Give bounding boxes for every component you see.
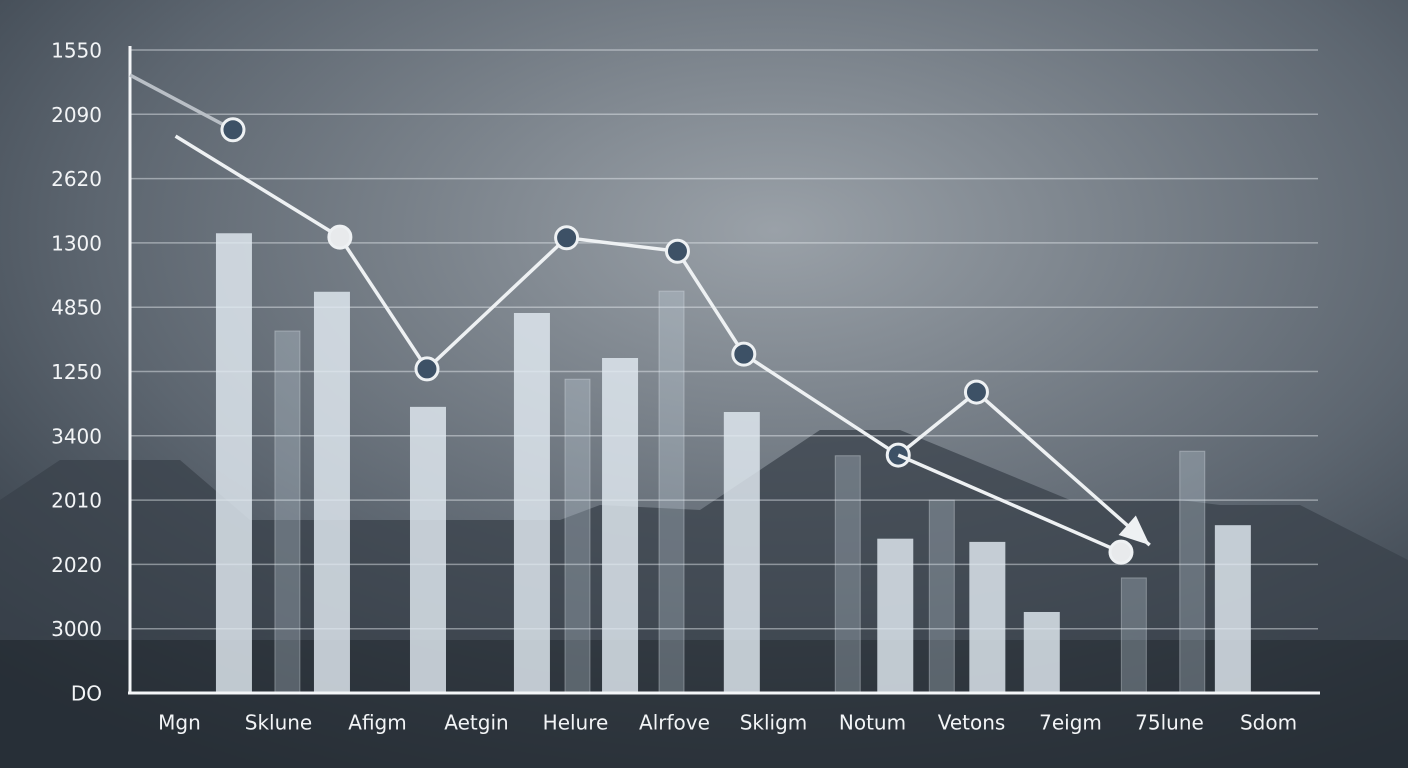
x-tick-label: Sklune [245,711,313,735]
x-tick-label: Mgn [158,711,201,735]
bar [723,412,760,693]
marker [664,238,690,264]
y-tick-label: 2090 [51,103,102,127]
y-tick-label: 3000 [51,617,102,641]
x-tick-label: Vetons [938,711,1006,735]
bar [1214,525,1251,693]
y-tick-label: DO [71,682,102,706]
bar [928,499,955,694]
bar [834,455,861,694]
bar [513,312,550,693]
y-tick-label: 1250 [51,360,102,384]
y-tick-label: 2010 [51,489,102,513]
marker [731,341,757,367]
bar [564,378,591,694]
y-tick-label: 2620 [51,167,102,191]
x-tick-label: Skligm [740,711,808,735]
bar [313,291,350,693]
marker [963,379,989,405]
bar [215,233,252,693]
x-tick-label: Helure [543,711,609,735]
y-tick-label: 4850 [51,296,102,320]
marker [220,117,246,143]
marker [327,224,353,250]
bar [1120,577,1147,694]
marker [554,225,580,251]
line [129,73,234,132]
line [897,453,1122,554]
bar [969,541,1006,693]
y-tick-label: 2020 [51,553,102,577]
y-tick-label: 3400 [51,424,102,448]
x-tick-label: 75lune [1135,711,1204,735]
bar [602,357,639,693]
bar [877,538,914,693]
bar [409,406,446,693]
bar [658,290,685,694]
marker [414,356,440,382]
x-tick-label: Aetgin [444,711,508,735]
bar [274,330,301,694]
x-tick-label: Sdom [1240,711,1297,735]
axes [128,46,1320,695]
x-tick-label: Afigm [348,711,406,735]
arrow-head [1118,515,1150,546]
x-tick-label: Notum [839,711,906,735]
marker [1108,539,1134,565]
x-tick-label: Alrfove [639,711,710,735]
bar [1179,450,1206,694]
y-tick-label: 1550 [51,39,102,63]
bar [1023,611,1060,693]
x-tick-label: 7eigm [1039,711,1102,735]
y-tick-label: 1300 [51,231,102,255]
